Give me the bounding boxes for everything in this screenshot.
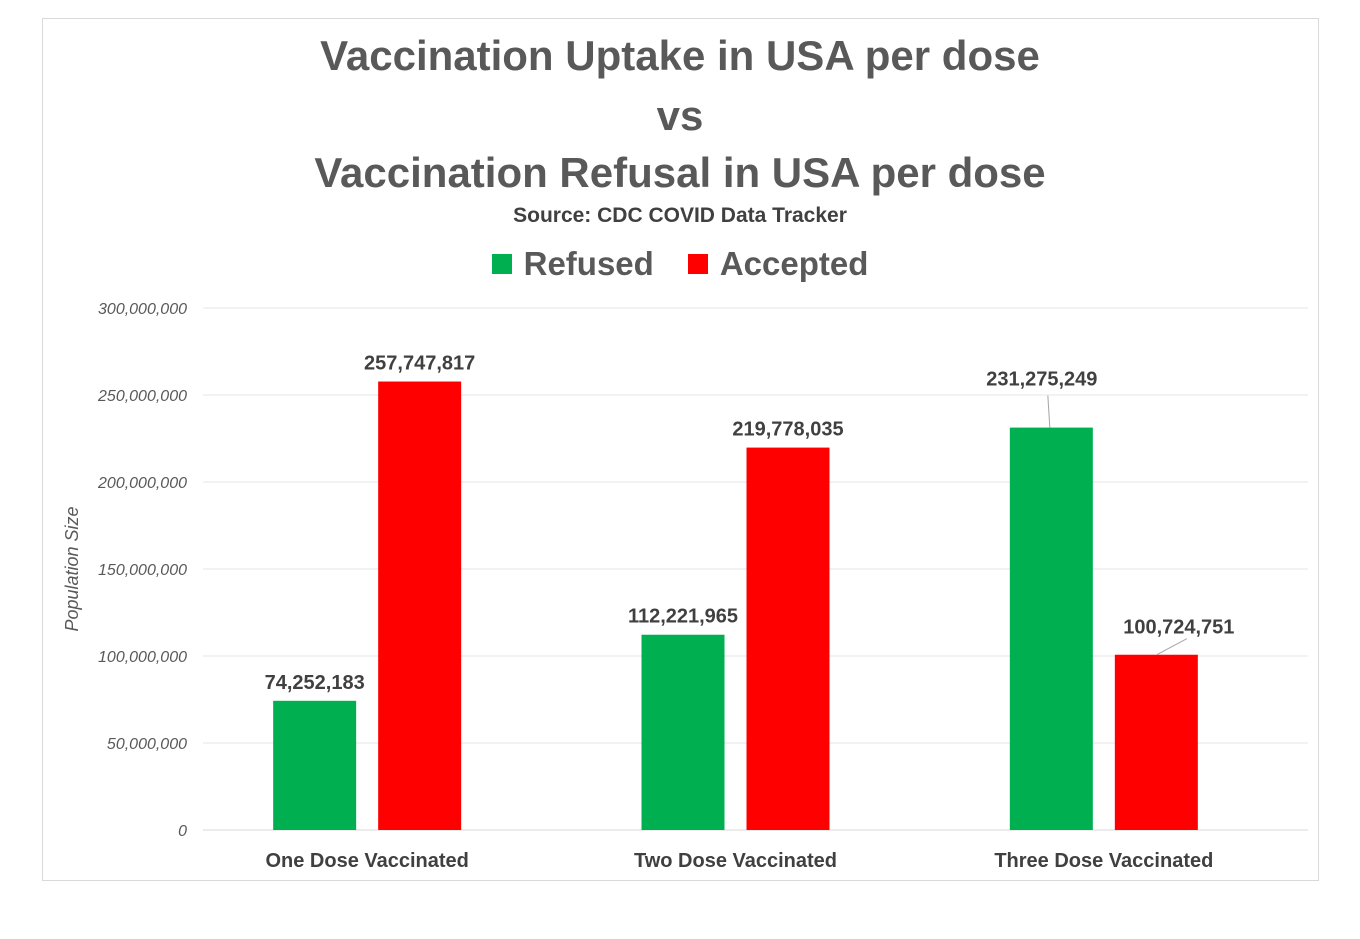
chart-title-line-1: Vaccination Uptake in USA per dose (320, 32, 1040, 79)
y-tick-label: 150,000,000 (98, 562, 187, 579)
bar-accepted (746, 447, 830, 830)
legend-label-refused: Refused (523, 245, 654, 282)
legend-item-accepted: Accepted (687, 244, 869, 284)
legend-label-accepted: Accepted (719, 245, 869, 282)
y-tick-label: 300,000,000 (98, 301, 187, 318)
chart-title-line-3: Vaccination Refusal in USA per dose (314, 149, 1046, 196)
y-tick-label: 200,000,000 (97, 475, 187, 492)
x-category-label: Two Dose Vaccinated (634, 850, 837, 872)
leader-line (1156, 638, 1188, 656)
bar-refused (273, 700, 357, 830)
y-tick-label: 50,000,000 (107, 736, 187, 753)
chart-title-line-2: vs (656, 92, 704, 139)
data-label: 112,221,965 (628, 606, 738, 628)
legend-swatch-refused (491, 254, 512, 274)
y-axis-label: Population Size (62, 506, 82, 631)
bar-refused (641, 634, 725, 830)
bar-refused (1009, 427, 1093, 830)
data-label: 231,275,249 (986, 369, 1097, 391)
data-label: 100,724,751 (1123, 617, 1234, 639)
y-tick-label: 0 (178, 823, 187, 840)
data-label: 219,778,035 (732, 419, 843, 441)
leader-line (1047, 395, 1051, 428)
legend-item-refused: Refused (491, 244, 654, 284)
bar-accepted (378, 381, 462, 830)
y-tick-label: 100,000,000 (98, 649, 187, 666)
data-label: 257,747,817 (364, 353, 475, 375)
chart-legend: Refused Accepted (0, 244, 1360, 284)
x-category-label: One Dose Vaccinated (265, 850, 468, 872)
bar-accepted (1114, 654, 1198, 830)
x-category-label: Three Dose Vaccinated (994, 850, 1213, 872)
chart-subtitle: Source: CDC COVID Data Tracker (513, 204, 847, 227)
data-label: 74,252,183 (265, 672, 365, 694)
legend-swatch-accepted (687, 254, 708, 274)
y-tick-label: 250,000,000 (97, 388, 187, 405)
